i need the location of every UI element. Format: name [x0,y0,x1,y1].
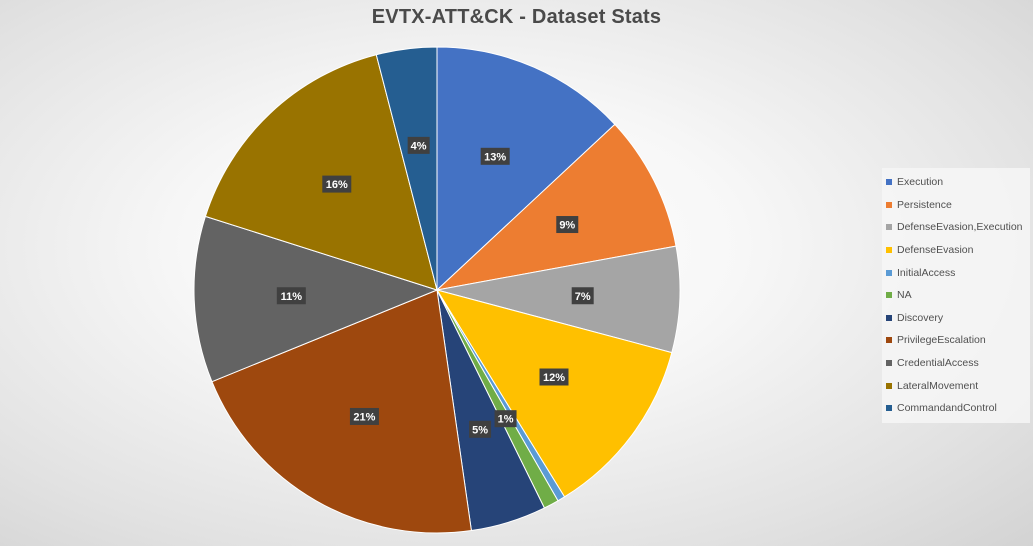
data-label-box [322,175,352,193]
pie-slice-execution [436,46,616,292]
legend-swatch [886,201,892,208]
data-label-box [349,407,379,425]
pie-slice-commandandcontrol [375,46,438,291]
data-label-text: 21% [353,411,375,423]
pie-slice-defenseevasion [435,289,673,498]
legend-swatch [886,224,892,231]
legend-label: CredentialAccess [897,357,979,370]
legend-item-defenseevasion-execution: DefenseEvasion,Execution [886,216,1030,239]
data-label-na: 1% [494,410,517,428]
pie-slice-privilegeescalation [211,289,472,534]
data-label-text: 11% [281,291,303,303]
pie-slice-lateralmovement [204,54,438,291]
data-label-text: 9% [559,220,575,232]
data-label-box [556,216,579,234]
legend-label: InitialAccess [897,266,956,279]
data-label-defenseevasion: 12% [539,368,569,386]
data-label-credentialaccess: 11% [276,287,306,305]
legend-item-credentialaccess: CredentialAccess [886,352,1030,375]
data-label-text: 12% [543,372,565,384]
data-label-text: 16% [326,179,348,191]
data-label-commandandcontrol: 4% [407,136,430,154]
legend-item-defenseevasion: DefenseEvasion [886,239,1030,262]
data-label-box [539,368,569,386]
data-label-privilegeescalation: 21% [349,407,379,425]
legend-label: PrivilegeEscalation [897,334,986,347]
legend-label: DefenseEvasion [897,244,974,257]
legend-item-discovery: Discovery [886,307,1030,330]
data-label-persistence: 9% [556,216,579,234]
data-label-text: 7% [575,291,591,303]
legend-swatch [886,337,892,344]
legend-swatch [886,247,892,254]
legend-swatch [886,314,892,321]
legend-label: DefenseEvasion,Execution [897,221,1023,234]
data-label-text: 4% [411,140,427,152]
data-label-lateralmovement: 16% [322,175,352,193]
data-label-box [469,420,492,438]
legend-label: LateralMovement [897,379,979,392]
legend-label: NA [897,289,912,302]
legend-label: Persistence [897,198,952,211]
legend-label: Execution [897,176,944,189]
data-label-box [571,287,594,305]
legend-swatch [886,292,892,299]
data-label-box [494,410,517,428]
legend-swatch [886,179,892,186]
data-label-box [407,136,430,154]
data-label-execution: 13% [480,147,510,165]
chart-legend: Execution Persistence DefenseEvasion,Execu… [882,168,1030,423]
legend-item-initialaccess: InitialAccess [886,261,1030,284]
legend-label: Discovery [897,311,944,324]
data-label-discovery: 5% [469,420,492,438]
chart-title: EVTX-ATT&CK - Dataset Stats [371,6,662,28]
legend-item-persistence: Persistence [886,194,1030,217]
data-label-text: 5% [472,424,488,436]
data-label-box [480,147,510,165]
data-label-box [276,287,306,305]
legend-item-privilegeescalation: PrivilegeEscalation [886,329,1030,352]
pie-slice-persistence [435,123,677,291]
legend-item-commandandcontrol: CommandandControl [886,397,1030,420]
legend-item-na: NA [886,284,1030,307]
legend-swatch [886,382,892,389]
legend-item-execution: Execution [886,171,1030,194]
data-label-text: 1% [498,414,514,426]
pie-slice-defenseevasion-execution [436,245,681,354]
pie-slice-credentialaccess [193,215,439,383]
legend-label: CommandandControl [897,402,997,415]
data-label-defenseevasion-execution: 7% [571,287,594,305]
legend-swatch [886,269,892,276]
legend-swatch [886,360,892,367]
data-label-text: 13% [484,151,506,163]
legend-swatch [886,405,892,412]
legend-item-lateralmovement: LateralMovement [886,374,1030,397]
